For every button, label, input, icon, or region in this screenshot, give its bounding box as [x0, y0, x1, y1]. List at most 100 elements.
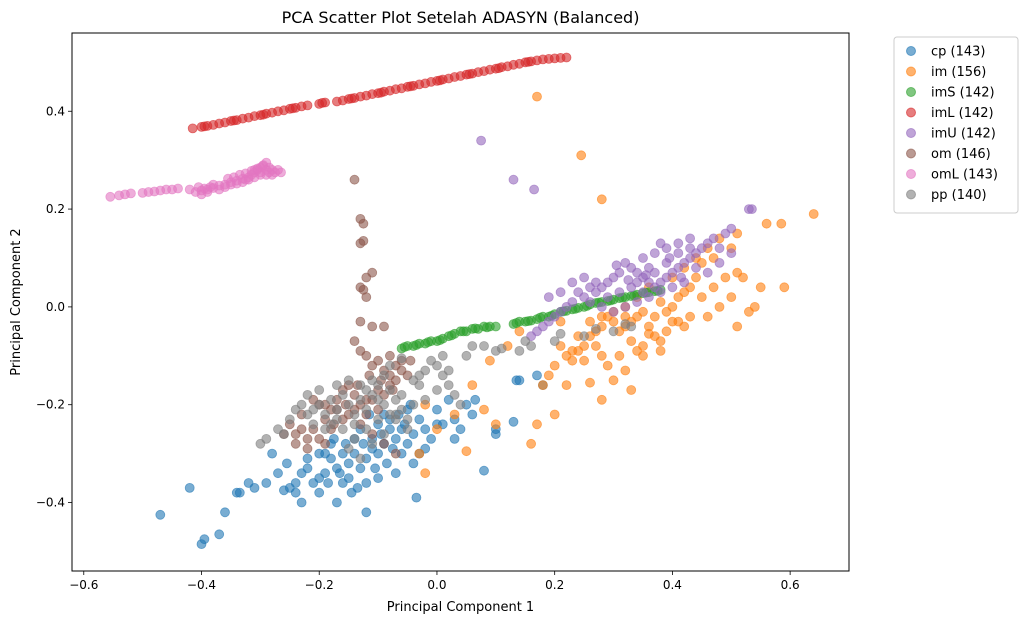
- data-point: [449, 389, 460, 400]
- data-point: [655, 345, 666, 356]
- data-point: [420, 394, 431, 405]
- data-point: [596, 394, 607, 405]
- data-point: [278, 429, 289, 440]
- y-axis: −0.4 −0.2 0.0 0.2 0.4: [36, 104, 72, 510]
- y-axis-label: Principal Component 2: [9, 228, 24, 375]
- data-point: [493, 63, 504, 74]
- data-point: [714, 301, 725, 312]
- legend-label: im (156): [931, 65, 986, 80]
- data-point: [249, 482, 260, 493]
- data-point: [455, 399, 466, 410]
- data-point: [408, 399, 419, 410]
- data-point: [443, 365, 454, 376]
- plot-area: [71, 32, 850, 572]
- data-point: [708, 282, 719, 293]
- data-point: [361, 350, 372, 361]
- data-point: [673, 238, 684, 249]
- y-tick-label: 0.4: [46, 104, 65, 118]
- data-point: [738, 272, 748, 283]
- data-point: [747, 204, 757, 215]
- legend-marker: [906, 148, 916, 159]
- data-point: [608, 375, 619, 386]
- data-point: [199, 121, 210, 132]
- data-point: [361, 478, 372, 488]
- data-point: [532, 91, 542, 102]
- data-point: [358, 438, 369, 449]
- data-point: [779, 282, 790, 293]
- data-point: [596, 301, 607, 312]
- data-point: [667, 316, 678, 327]
- legend-box: [893, 36, 1019, 214]
- data-point: [302, 463, 313, 474]
- data-point: [614, 287, 625, 298]
- data-point: [346, 93, 357, 104]
- data-point: [644, 328, 654, 339]
- data-point: [523, 57, 534, 67]
- data-point: [602, 292, 613, 303]
- data-point: [258, 109, 269, 120]
- data-point: [290, 438, 301, 449]
- data-point: [408, 458, 419, 469]
- data-point: [361, 404, 372, 415]
- data-point: [326, 394, 336, 405]
- data-point: [549, 336, 560, 347]
- data-point: [384, 360, 395, 371]
- data-point: [691, 272, 701, 283]
- data-point: [482, 322, 492, 333]
- data-point: [720, 228, 731, 239]
- data-point: [257, 161, 268, 171]
- data-point: [399, 342, 410, 352]
- data-point: [538, 380, 548, 391]
- data-point: [467, 409, 478, 420]
- data-point: [443, 380, 454, 391]
- data-point: [655, 297, 666, 307]
- data-point: [302, 433, 313, 444]
- data-point: [320, 448, 331, 459]
- data-point: [520, 336, 531, 347]
- data-point: [508, 416, 519, 427]
- data-point: [420, 424, 431, 435]
- data-point: [367, 321, 378, 332]
- x-axis: −0.6 −0.4 −0.2 0.0 0.2 0.4 0.6: [69, 571, 800, 592]
- data-point: [479, 465, 489, 476]
- data-point: [331, 380, 342, 391]
- data-point: [437, 350, 448, 361]
- data-point: [373, 355, 384, 366]
- data-point: [373, 448, 384, 459]
- data-point: [496, 343, 507, 354]
- legend-label: imL (142): [931, 106, 994, 121]
- data-point: [370, 463, 381, 474]
- data-point: [337, 424, 348, 435]
- data-point: [649, 248, 660, 259]
- data-point: [384, 350, 395, 361]
- data-point: [514, 345, 525, 356]
- data-point: [638, 350, 648, 361]
- y-tick-label: −0.4: [36, 496, 65, 510]
- data-point: [379, 370, 389, 381]
- data-point: [302, 100, 313, 111]
- data-point: [529, 184, 539, 195]
- data-point: [379, 438, 389, 449]
- data-point: [396, 365, 407, 376]
- data-point: [732, 321, 743, 332]
- data-point: [591, 323, 601, 334]
- data-point: [373, 394, 384, 405]
- legend-marker: [906, 87, 916, 97]
- legend-marker: [906, 46, 916, 56]
- x-tick-label: 0.4: [663, 578, 682, 592]
- data-point: [402, 424, 413, 435]
- data-point: [467, 380, 478, 391]
- data-point: [523, 316, 534, 327]
- data-point: [361, 292, 372, 303]
- x-tick-label: 0.0: [427, 578, 446, 592]
- chart-title: PCA Scatter Plot Setelah ADASYN (Balance…: [282, 8, 640, 27]
- data-point: [281, 458, 292, 469]
- data-point: [405, 81, 416, 92]
- data-point: [620, 257, 631, 268]
- data-point: [432, 360, 442, 371]
- data-point: [302, 453, 313, 464]
- data-point: [423, 337, 434, 348]
- data-point: [543, 292, 554, 303]
- data-point: [355, 316, 366, 327]
- data-point: [349, 419, 360, 430]
